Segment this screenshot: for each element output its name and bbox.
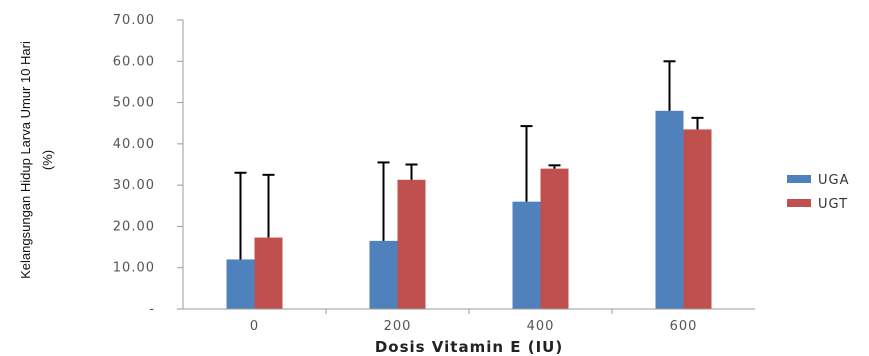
bar-ugt-0 (254, 237, 283, 309)
bar-uga-200 (369, 240, 398, 309)
x-tick-label: 200 (384, 319, 412, 334)
legend-swatch-uga (787, 175, 811, 183)
y-tick-label: 40.00 (113, 137, 155, 152)
bars (226, 110, 712, 309)
y-axis-title: Kelangsungan Hidup Larva Umur 10 Hari (%… (18, 41, 55, 279)
bar-ugt-400 (540, 168, 569, 309)
bar-ugt-200 (397, 179, 426, 309)
y-axis-title-line-2: (%) (40, 150, 55, 170)
y-tick-label: 60.00 (113, 54, 155, 69)
bar-uga-400 (512, 201, 541, 309)
bar-uga-0 (226, 259, 255, 309)
y-tick-label: 70.00 (113, 13, 155, 28)
y-tick-label: 50.00 (113, 96, 155, 111)
legend-label-ugt: UGT (818, 197, 848, 212)
bar-ugt-600 (683, 129, 712, 309)
x-axis-ticks: 0 200 400 600 (250, 309, 698, 334)
x-tick-label: 600 (670, 319, 698, 334)
y-axis-title-line-1: Kelangsungan Hidup Larva Umur 10 Hari (18, 41, 33, 279)
x-axis-title: Dosis Vitamin E (IU) (375, 338, 563, 356)
error-bars (234, 60, 704, 260)
legend: UGA UGT (787, 173, 849, 212)
y-tick-label: 10.00 (113, 261, 155, 276)
x-tick-label: 0 (250, 319, 259, 334)
bar-uga-600 (655, 110, 684, 309)
x-tick-label: 400 (527, 319, 555, 334)
y-axis-ticks: - 10.00 20.00 30.00 40.00 50.00 60.00 70.00 (113, 13, 183, 317)
legend-label-uga: UGA (818, 173, 849, 188)
y-tick-label: 30.00 (113, 178, 155, 193)
y-tick-label: 20.00 (113, 219, 155, 234)
y-tick-label: - (149, 302, 155, 317)
legend-swatch-ugt (787, 199, 811, 207)
